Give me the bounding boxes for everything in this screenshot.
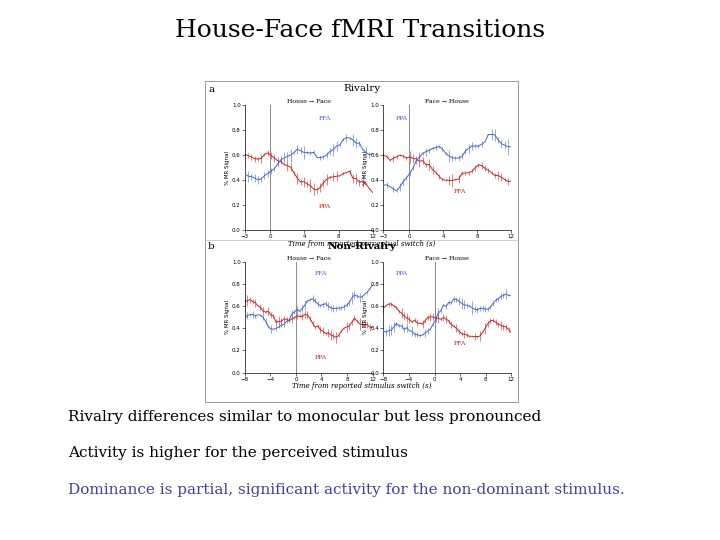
Text: b: b bbox=[208, 242, 215, 251]
Text: FFA: FFA bbox=[319, 116, 331, 122]
FancyBboxPatch shape bbox=[205, 81, 518, 402]
Y-axis label: % MR Signal: % MR Signal bbox=[364, 300, 369, 334]
Text: House-Face fMRI Transitions: House-Face fMRI Transitions bbox=[175, 19, 545, 42]
Text: Time from reported perceptual switch (s): Time from reported perceptual switch (s) bbox=[288, 240, 436, 248]
Title: Face → House: Face → House bbox=[426, 256, 469, 261]
Text: PPA: PPA bbox=[396, 116, 408, 122]
Text: Activity is higher for the perceived stimulus: Activity is higher for the perceived sti… bbox=[68, 446, 408, 460]
Y-axis label: % MR Signal: % MR Signal bbox=[225, 300, 230, 334]
Text: FFA: FFA bbox=[454, 189, 466, 194]
Text: a: a bbox=[208, 85, 215, 94]
Title: House → Face: House → Face bbox=[287, 256, 330, 261]
Title: House → Face: House → Face bbox=[287, 99, 330, 104]
Title: Face → House: Face → House bbox=[426, 99, 469, 104]
Text: Time from reported stimulus switch (s): Time from reported stimulus switch (s) bbox=[292, 382, 431, 390]
Text: Dominance is partial, significant activity for the non-dominant stimulus.: Dominance is partial, significant activi… bbox=[68, 483, 625, 497]
Text: PPA: PPA bbox=[315, 355, 327, 360]
Text: Non-Rivalry: Non-Rivalry bbox=[328, 242, 396, 251]
Text: FFA: FFA bbox=[454, 341, 466, 346]
Text: PPA: PPA bbox=[319, 204, 331, 209]
Y-axis label: % MR Signal: % MR Signal bbox=[364, 151, 369, 185]
Text: FFA: FFA bbox=[315, 271, 328, 276]
Text: Rivalry: Rivalry bbox=[343, 84, 380, 93]
Text: Rivalry differences similar to monocular but less pronounced: Rivalry differences similar to monocular… bbox=[68, 410, 541, 424]
Y-axis label: % MR Signal: % MR Signal bbox=[225, 151, 230, 185]
Text: PPA: PPA bbox=[396, 271, 408, 276]
